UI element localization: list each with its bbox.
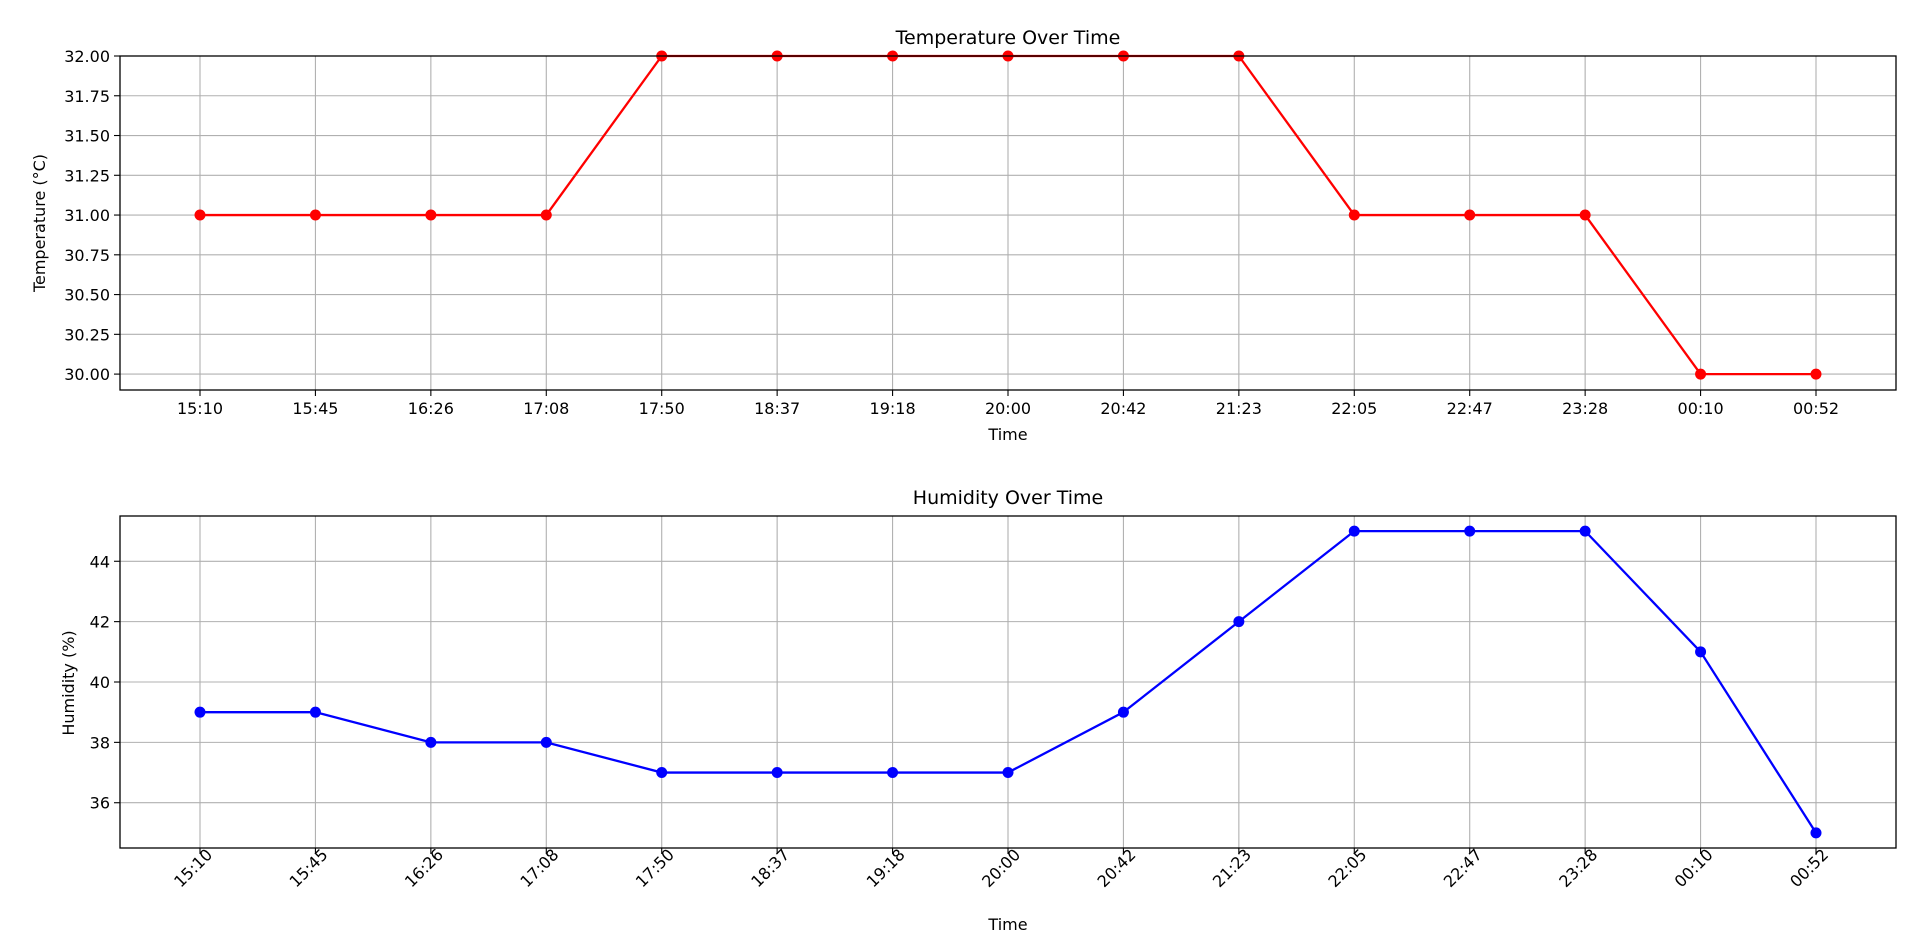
series xyxy=(194,525,1822,839)
data-point xyxy=(540,736,552,748)
x-tick-label: 17:08 xyxy=(516,845,562,891)
y-tick-label: 31.25 xyxy=(64,166,110,185)
data-point xyxy=(309,209,321,221)
data-point xyxy=(1695,368,1707,380)
humidity-chart: Humidity Over Time Time Humidity (%) 363… xyxy=(59,487,1897,934)
x-tick-label: 15:10 xyxy=(177,399,223,418)
y-tick-label: 38 xyxy=(90,733,110,752)
data-point xyxy=(1579,525,1591,537)
x-ticks: 15:10 15:45 16:26 17:08 17:50 18:37 19:18 20:00… xyxy=(177,390,1839,418)
chart-title: Temperature Over Time xyxy=(895,27,1121,49)
x-tick-label: 16:26 xyxy=(408,399,454,418)
x-tick-label: 22:05 xyxy=(1324,845,1370,891)
data-point xyxy=(1117,706,1129,718)
data-point xyxy=(1464,209,1476,221)
plot-frame xyxy=(119,515,1897,849)
data-point xyxy=(194,706,206,718)
x-tick-label: 17:08 xyxy=(523,399,569,418)
data-point xyxy=(1348,209,1360,221)
x-tick-label: 20:42 xyxy=(1094,845,1140,891)
data-point xyxy=(771,767,783,779)
x-tick-label: 21:23 xyxy=(1216,399,1262,418)
x-tick-label: 23:28 xyxy=(1555,845,1601,891)
x-tick-label: 22:47 xyxy=(1447,399,1493,418)
x-axis-label: Time xyxy=(987,915,1027,934)
x-tick-label: 19:18 xyxy=(870,399,916,418)
y-tick-label: 31.50 xyxy=(64,127,110,146)
y-axis-label: Temperature (°C) xyxy=(30,154,49,293)
x-tick-label: 00:10 xyxy=(1678,399,1724,418)
data-point xyxy=(656,767,668,779)
grid xyxy=(120,55,1896,390)
x-tick-label: 00:10 xyxy=(1671,845,1717,891)
y-ticks: 30.00 30.25 30.50 30.75 31.00 31.25 31.50 31.75… xyxy=(64,47,120,384)
data-point xyxy=(309,706,321,718)
x-tick-label: 17:50 xyxy=(639,399,685,418)
y-ticks: 36 38 40 42 44 xyxy=(90,552,120,813)
data-point xyxy=(1810,368,1822,380)
plot-frame xyxy=(119,55,1897,391)
data-point xyxy=(1464,525,1476,537)
data-point xyxy=(1579,209,1591,221)
y-tick-label: 31.75 xyxy=(64,87,110,106)
data-point xyxy=(540,209,552,221)
x-tick-label: 19:18 xyxy=(863,845,909,891)
chart-title: Humidity Over Time xyxy=(913,487,1103,509)
data-point xyxy=(1233,616,1245,628)
y-tick-label: 31.00 xyxy=(64,206,110,225)
data-point xyxy=(887,767,899,779)
y-tick-label: 30.00 xyxy=(64,365,110,384)
data-point xyxy=(1348,525,1360,537)
y-tick-label: 40 xyxy=(90,673,110,692)
y-tick-label: 32.00 xyxy=(64,47,110,66)
x-tick-label: 18:37 xyxy=(754,399,800,418)
data-point xyxy=(194,209,206,221)
x-tick-label: 21:23 xyxy=(1209,845,1255,891)
x-axis-label: Time xyxy=(987,425,1027,444)
y-tick-label: 30.50 xyxy=(64,286,110,305)
x-tick-label: 20:00 xyxy=(978,845,1024,891)
data-point xyxy=(1695,646,1707,658)
x-tick-label: 20:00 xyxy=(985,399,1031,418)
y-tick-label: 30.75 xyxy=(64,246,110,265)
x-tick-label: 15:10 xyxy=(170,845,216,891)
y-tick-label: 30.25 xyxy=(64,325,110,344)
x-tick-label: 17:50 xyxy=(632,845,678,891)
x-tick-label: 16:26 xyxy=(401,845,447,891)
x-tick-label: 15:45 xyxy=(292,399,338,418)
x-tick-label: 15:45 xyxy=(286,845,332,891)
x-tick-label: 22:47 xyxy=(1440,845,1486,891)
data-point xyxy=(425,736,437,748)
data-point xyxy=(1810,827,1822,839)
y-tick-label: 42 xyxy=(90,613,110,632)
x-tick-label: 22:05 xyxy=(1331,399,1377,418)
x-ticks: 15:10 15:45 16:26 17:08 17:50 18:37 19:18 20:00… xyxy=(170,845,1832,891)
x-tick-label: 18:37 xyxy=(747,845,793,891)
y-axis-label: Humidity (%) xyxy=(59,630,78,735)
x-tick-label: 00:52 xyxy=(1793,399,1839,418)
x-tick-label: 20:42 xyxy=(1100,399,1146,418)
y-tick-label: 36 xyxy=(90,794,110,813)
x-tick-label: 00:52 xyxy=(1786,845,1832,891)
y-tick-label: 44 xyxy=(90,552,110,571)
data-point xyxy=(425,209,437,221)
temperature-chart: Temperature Over Time Time Temperature (… xyxy=(30,27,1897,444)
data-point xyxy=(1002,767,1014,779)
grid xyxy=(120,516,1896,848)
x-tick-label: 23:28 xyxy=(1562,399,1608,418)
